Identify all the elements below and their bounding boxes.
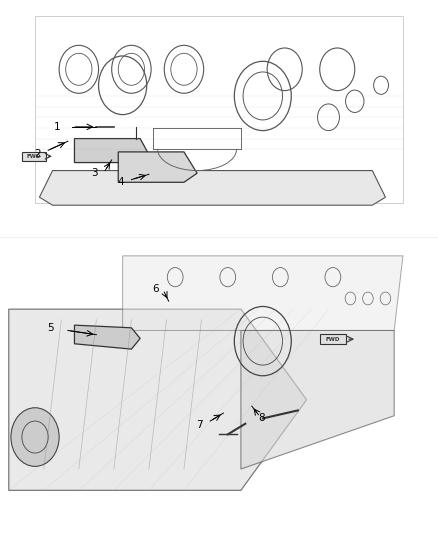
Circle shape xyxy=(11,408,59,466)
Text: 5: 5 xyxy=(47,323,54,333)
FancyBboxPatch shape xyxy=(22,152,46,161)
Text: 8: 8 xyxy=(258,414,265,423)
Text: 4: 4 xyxy=(117,177,124,187)
Text: FWD: FWD xyxy=(326,337,340,342)
Polygon shape xyxy=(123,256,403,330)
Text: 7: 7 xyxy=(196,421,203,430)
Polygon shape xyxy=(74,325,140,349)
Text: 6: 6 xyxy=(152,284,159,294)
FancyBboxPatch shape xyxy=(320,335,346,344)
Polygon shape xyxy=(241,330,394,469)
Polygon shape xyxy=(9,309,307,490)
Text: FWD: FWD xyxy=(27,154,41,159)
Polygon shape xyxy=(39,171,385,205)
Polygon shape xyxy=(74,139,149,163)
Text: 3: 3 xyxy=(91,168,98,178)
Polygon shape xyxy=(118,152,197,182)
Text: 2: 2 xyxy=(34,149,41,158)
Text: 1: 1 xyxy=(53,122,60,132)
